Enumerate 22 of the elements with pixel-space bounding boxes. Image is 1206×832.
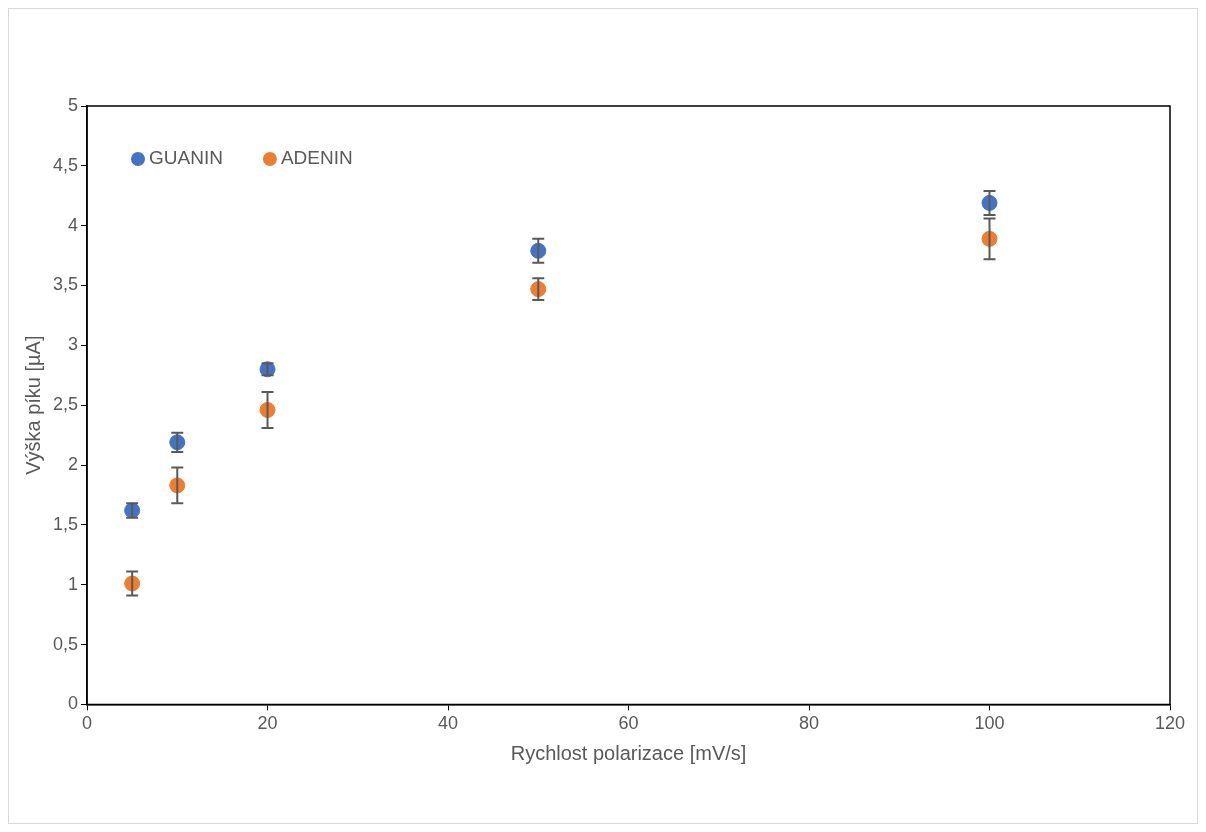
y-tick-label: 2,5	[52, 394, 79, 415]
x-tick-label: 0	[82, 713, 93, 734]
x-tick-label: 120	[1154, 713, 1186, 734]
y-tick-label: 3,5	[52, 274, 79, 295]
y-tick-label: 5	[68, 94, 79, 115]
x-tick-label: 40	[438, 713, 459, 734]
y-tick-label: 0,5	[52, 633, 79, 654]
x-axis-title: Rychlost polarizace [mV/s]	[510, 741, 747, 764]
y-axis-title: Výška píku [µA]	[21, 335, 44, 475]
y-tick-label: 1,5	[52, 513, 79, 534]
x-tick-label: 60	[618, 713, 639, 734]
x-tick-label: 20	[257, 713, 278, 734]
x-tick-label: 80	[798, 713, 820, 734]
x-tick-label: 100	[974, 713, 1005, 734]
legend-label: ADENIN	[280, 147, 353, 169]
legend-label: GUANIN	[149, 147, 223, 169]
y-tick-label: 4	[68, 214, 79, 235]
y-tick-label: 4,5	[52, 154, 79, 175]
y-tick-label: 3	[68, 334, 79, 355]
y-tick-label: 1	[68, 573, 79, 594]
y-tick-label: 2	[68, 454, 79, 475]
y-tick-label: 0	[68, 693, 79, 714]
